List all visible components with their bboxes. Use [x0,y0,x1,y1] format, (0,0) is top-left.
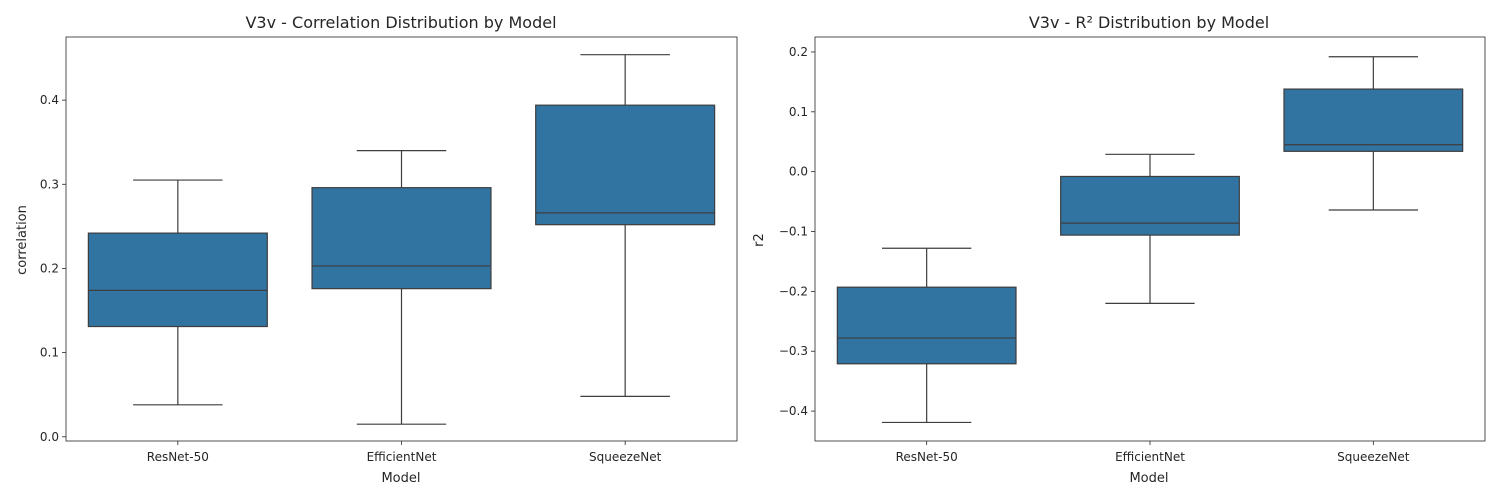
x-tick-label: ResNet-50 [896,450,958,464]
y-tick-label: 0.4 [40,93,59,107]
iqr-box [535,104,716,226]
plot-frame [814,36,1486,442]
x-tick-label: ResNet-50 [147,450,209,464]
iqr-box [1283,88,1464,152]
iqr-box [311,187,492,290]
chart-title: V3v - R² Distribution by Model [1029,13,1269,32]
iqr-box [87,232,268,328]
y-axis-label: correlation [15,205,30,275]
box-plot-squeezenet [1283,56,1464,211]
iqr-box [836,286,1017,365]
y-tick-label: 0.2 [40,261,59,275]
y-tick-label: 0.0 [40,430,59,444]
plot-frame [65,36,738,442]
x-tick-label: EfficientNet [1115,450,1185,464]
y-tick-label: 0.1 [40,346,59,360]
y-tick-label: 0.2 [789,45,808,59]
y-axis-label: r2 [752,233,767,247]
y-tick-label: −0.1 [779,225,808,239]
x-tick-label: SqueezeNet [1337,450,1410,464]
x-axis-label: Model [381,471,420,486]
y-tick-label: 0.1 [789,105,808,119]
chart-r2: V3v - R² Distribution by Model Model r2 … [752,13,1486,486]
y-tick-label: −0.3 [779,344,808,358]
x-tick-label: SqueezeNet [589,450,662,464]
box-plot-efficientnet [1060,153,1240,304]
y-tick-label: −0.4 [779,404,808,418]
y-tick-label: 0.0 [789,165,808,179]
y-tick-label: −0.2 [779,284,808,298]
box-plot-resnet-50 [836,247,1017,424]
iqr-box [1060,175,1240,236]
chart-title: V3v - Correlation Distribution by Model [245,13,556,32]
y-tick-label: 0.3 [40,177,59,191]
chart-correlation: V3v - Correlation Distribution by Model … [15,13,738,486]
x-tick-label: EfficientNet [367,450,437,464]
x-axis-label: Model [1129,471,1168,486]
box-plot-squeezenet [535,54,716,397]
box-plot-efficientnet [311,150,492,425]
box-plot-resnet-50 [87,179,268,406]
